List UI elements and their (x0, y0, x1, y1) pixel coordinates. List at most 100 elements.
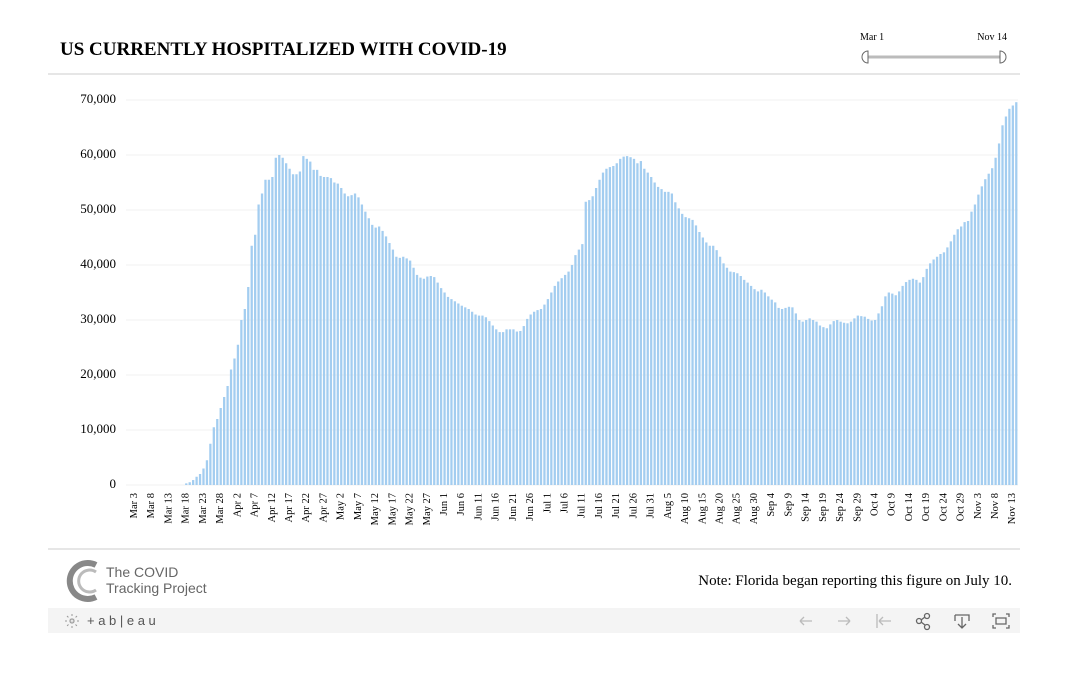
bar (491, 325, 494, 485)
bar (639, 161, 643, 486)
share-button[interactable] (915, 612, 931, 631)
revert-button[interactable] (876, 614, 891, 628)
logo-text: The COVID (106, 564, 178, 580)
bar (570, 265, 574, 485)
y-tick-label: 40,000 (80, 256, 116, 271)
bar (674, 202, 677, 486)
x-tick-label: Mar 28 (215, 493, 226, 524)
y-tick-label: 20,000 (80, 366, 116, 381)
bar (247, 287, 250, 485)
bar (384, 236, 388, 485)
bar (846, 323, 849, 485)
undo-button[interactable] (799, 616, 812, 626)
bar (450, 299, 453, 485)
bar (987, 173, 990, 485)
bar (457, 303, 460, 485)
bar (977, 194, 980, 485)
bar (1008, 108, 1011, 486)
bar (625, 156, 629, 485)
plot: 0 10,000 20,000 30,000 40,000 50,000 60,000 70,… (80, 91, 1018, 525)
x-tick-label: May 12 (370, 493, 381, 525)
bar (863, 316, 866, 485)
bar (629, 157, 632, 485)
bar (939, 254, 942, 485)
bar (302, 156, 305, 485)
bar (512, 329, 515, 485)
x-tick-label: Oct 9 (887, 493, 898, 516)
bar (243, 309, 246, 485)
bar (732, 272, 736, 485)
bar (357, 197, 360, 485)
bar (481, 315, 484, 485)
bar (515, 331, 519, 485)
bar (588, 200, 591, 485)
x-tick-label: Jul 16 (594, 493, 605, 518)
bar (994, 157, 997, 485)
x-tick-label: Apr 17 (284, 493, 295, 522)
logo-arc (66, 560, 98, 602)
x-tick-label: Nov 13 (1007, 493, 1018, 524)
bar (408, 260, 412, 485)
bar (391, 249, 395, 485)
x-tick-label: Apr 12 (267, 493, 278, 522)
download-button[interactable] (954, 614, 970, 629)
bar (1004, 116, 1008, 485)
x-tick-label: May 17 (387, 493, 398, 525)
bar (278, 155, 281, 485)
bar (805, 320, 808, 485)
bar (780, 309, 784, 485)
x-tick-label: Nov 8 (990, 493, 1001, 519)
x-tick-label: Jul 31 (646, 493, 657, 518)
bar (229, 369, 233, 485)
bar (953, 234, 956, 485)
bar (901, 285, 904, 485)
bar (815, 321, 818, 485)
bar (646, 172, 649, 485)
bar (677, 208, 680, 485)
x-tick-label: Aug 30 (749, 493, 760, 524)
x-tick-label: Sep 24 (835, 492, 846, 522)
bar (577, 249, 581, 485)
bar (546, 299, 550, 485)
bar (353, 193, 357, 485)
bar (722, 263, 725, 485)
bar (402, 256, 405, 485)
x-tick-label: Jun 1 (439, 493, 450, 515)
x-tick-label: May 27 (422, 493, 433, 525)
bar (443, 292, 446, 485)
bar (557, 281, 560, 485)
x-tick-label: Jul 26 (628, 493, 639, 518)
bar (763, 292, 767, 485)
bar (233, 358, 236, 485)
bar (743, 279, 746, 485)
bar (767, 296, 770, 485)
x-tick-label: Oct 14 (904, 492, 915, 521)
bar (770, 299, 773, 485)
bar (935, 256, 939, 485)
bar (753, 289, 756, 485)
bar (784, 307, 787, 485)
slider-handle[interactable] (861, 50, 869, 64)
bar (653, 182, 656, 485)
bar (880, 306, 884, 485)
x-tick-label: Aug 10 (680, 493, 691, 524)
x-tick-label: Jul 1 (542, 493, 553, 513)
bar (563, 274, 567, 485)
bar (667, 191, 670, 485)
redo-button[interactable] (838, 616, 851, 626)
bar (853, 318, 856, 485)
bar (412, 267, 415, 485)
bar (946, 247, 949, 485)
bar (612, 166, 615, 485)
bar (598, 179, 601, 485)
x-tick-label: Apr 27 (318, 493, 329, 522)
x-tick-label: Jul 11 (577, 493, 588, 518)
bar (867, 318, 870, 485)
bar (774, 302, 777, 485)
slider-handle[interactable] (999, 50, 1007, 64)
bar (997, 143, 1001, 485)
bar (495, 329, 498, 485)
fullscreen-button[interactable] (992, 613, 1010, 629)
x-tick-label: Apr 2 (232, 493, 243, 517)
bar (419, 277, 422, 485)
